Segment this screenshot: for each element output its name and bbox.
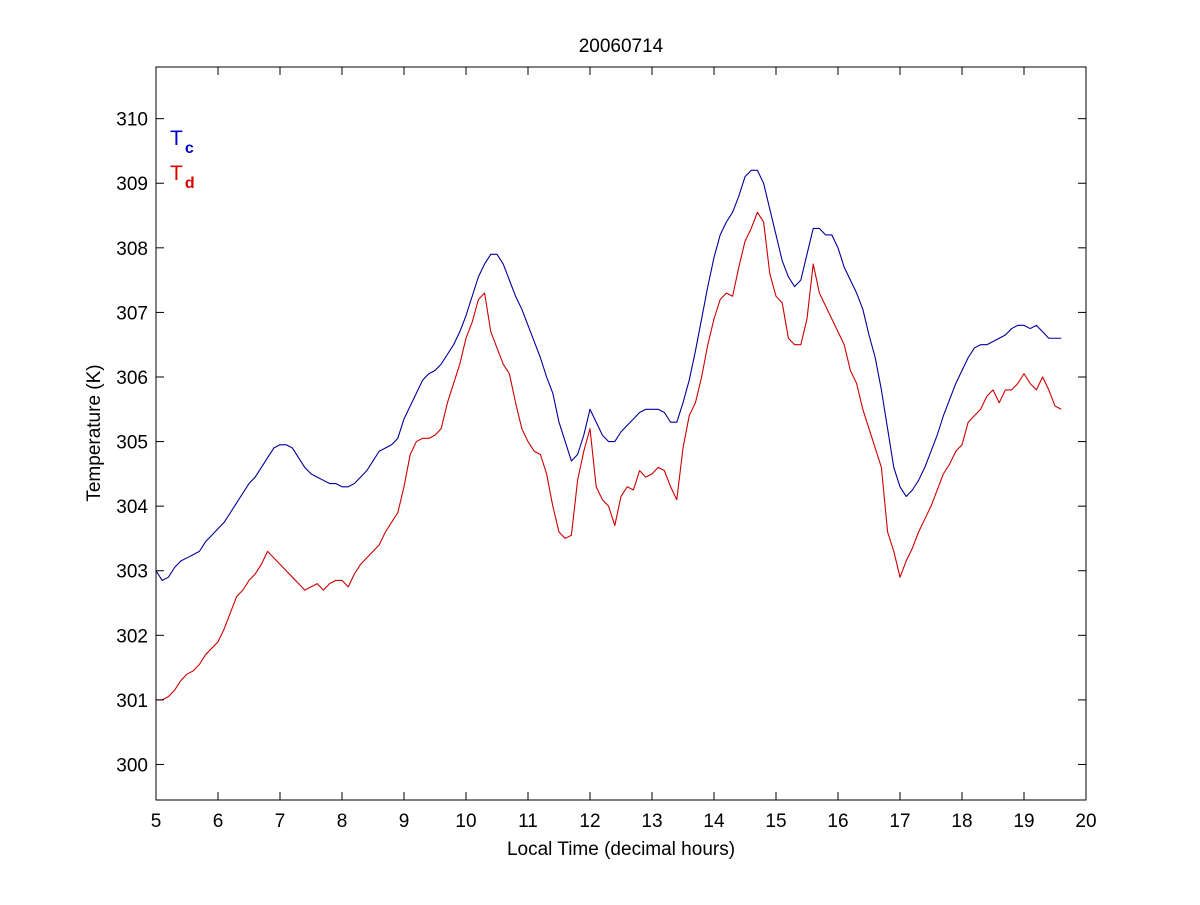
legend-td-sub: d bbox=[185, 175, 195, 192]
x-axis: 5 6 7 8 9 10 11 12 13 14 15 16 17 18 19 20 bbox=[151, 67, 1097, 832]
legend-tc-main: T bbox=[170, 127, 183, 150]
x-tick-label: 12 bbox=[579, 811, 600, 832]
x-tick-label: 17 bbox=[889, 811, 910, 832]
x-tick-label: 6 bbox=[213, 811, 224, 832]
y-tick-label: 310 bbox=[116, 110, 148, 131]
x-tick-label: 14 bbox=[703, 811, 725, 832]
y-tick-label: 306 bbox=[116, 368, 148, 389]
y-tick-label: 305 bbox=[116, 433, 148, 454]
x-tick-label: 20 bbox=[1075, 811, 1096, 832]
x-tick-label: 8 bbox=[337, 811, 348, 832]
x-tick-label: 13 bbox=[641, 811, 662, 832]
y-tick-label: 309 bbox=[116, 174, 148, 195]
plot-frame bbox=[155, 66, 1087, 801]
y-axis: 300 301 302 303 304 305 306 307 308 309 310 bbox=[116, 110, 1086, 776]
y-tick-label: 307 bbox=[116, 303, 148, 324]
series-line-tc bbox=[155, 169, 1062, 581]
legend-td-main: T bbox=[170, 162, 183, 185]
legend-tc-sub: c bbox=[185, 140, 194, 157]
y-tick-label: 301 bbox=[116, 691, 148, 712]
y-tick-label: 308 bbox=[116, 239, 148, 260]
x-tick-label: 7 bbox=[275, 811, 286, 832]
y-tick-label: 300 bbox=[116, 755, 148, 776]
series-line-td bbox=[156, 211, 1062, 701]
x-tick-label: 9 bbox=[399, 811, 410, 832]
chart-title: 20060714 bbox=[579, 36, 664, 57]
y-tick-label: 304 bbox=[116, 497, 148, 518]
series-layer bbox=[155, 169, 1062, 701]
y-axis-label: Temperature (K) bbox=[84, 364, 105, 501]
x-tick-label: 11 bbox=[518, 811, 538, 832]
x-tick-label: 18 bbox=[951, 811, 972, 832]
x-tick-label: 10 bbox=[455, 811, 476, 832]
y-tick-label: 302 bbox=[116, 626, 148, 647]
x-tick-label: 5 bbox=[151, 811, 162, 832]
x-axis-label: Local Time (decimal hours) bbox=[507, 839, 735, 860]
x-tick-label: 19 bbox=[1013, 811, 1034, 832]
x-tick-label: 16 bbox=[827, 811, 848, 832]
y-tick-label: 303 bbox=[116, 562, 148, 583]
x-tick-label: 15 bbox=[765, 811, 786, 832]
